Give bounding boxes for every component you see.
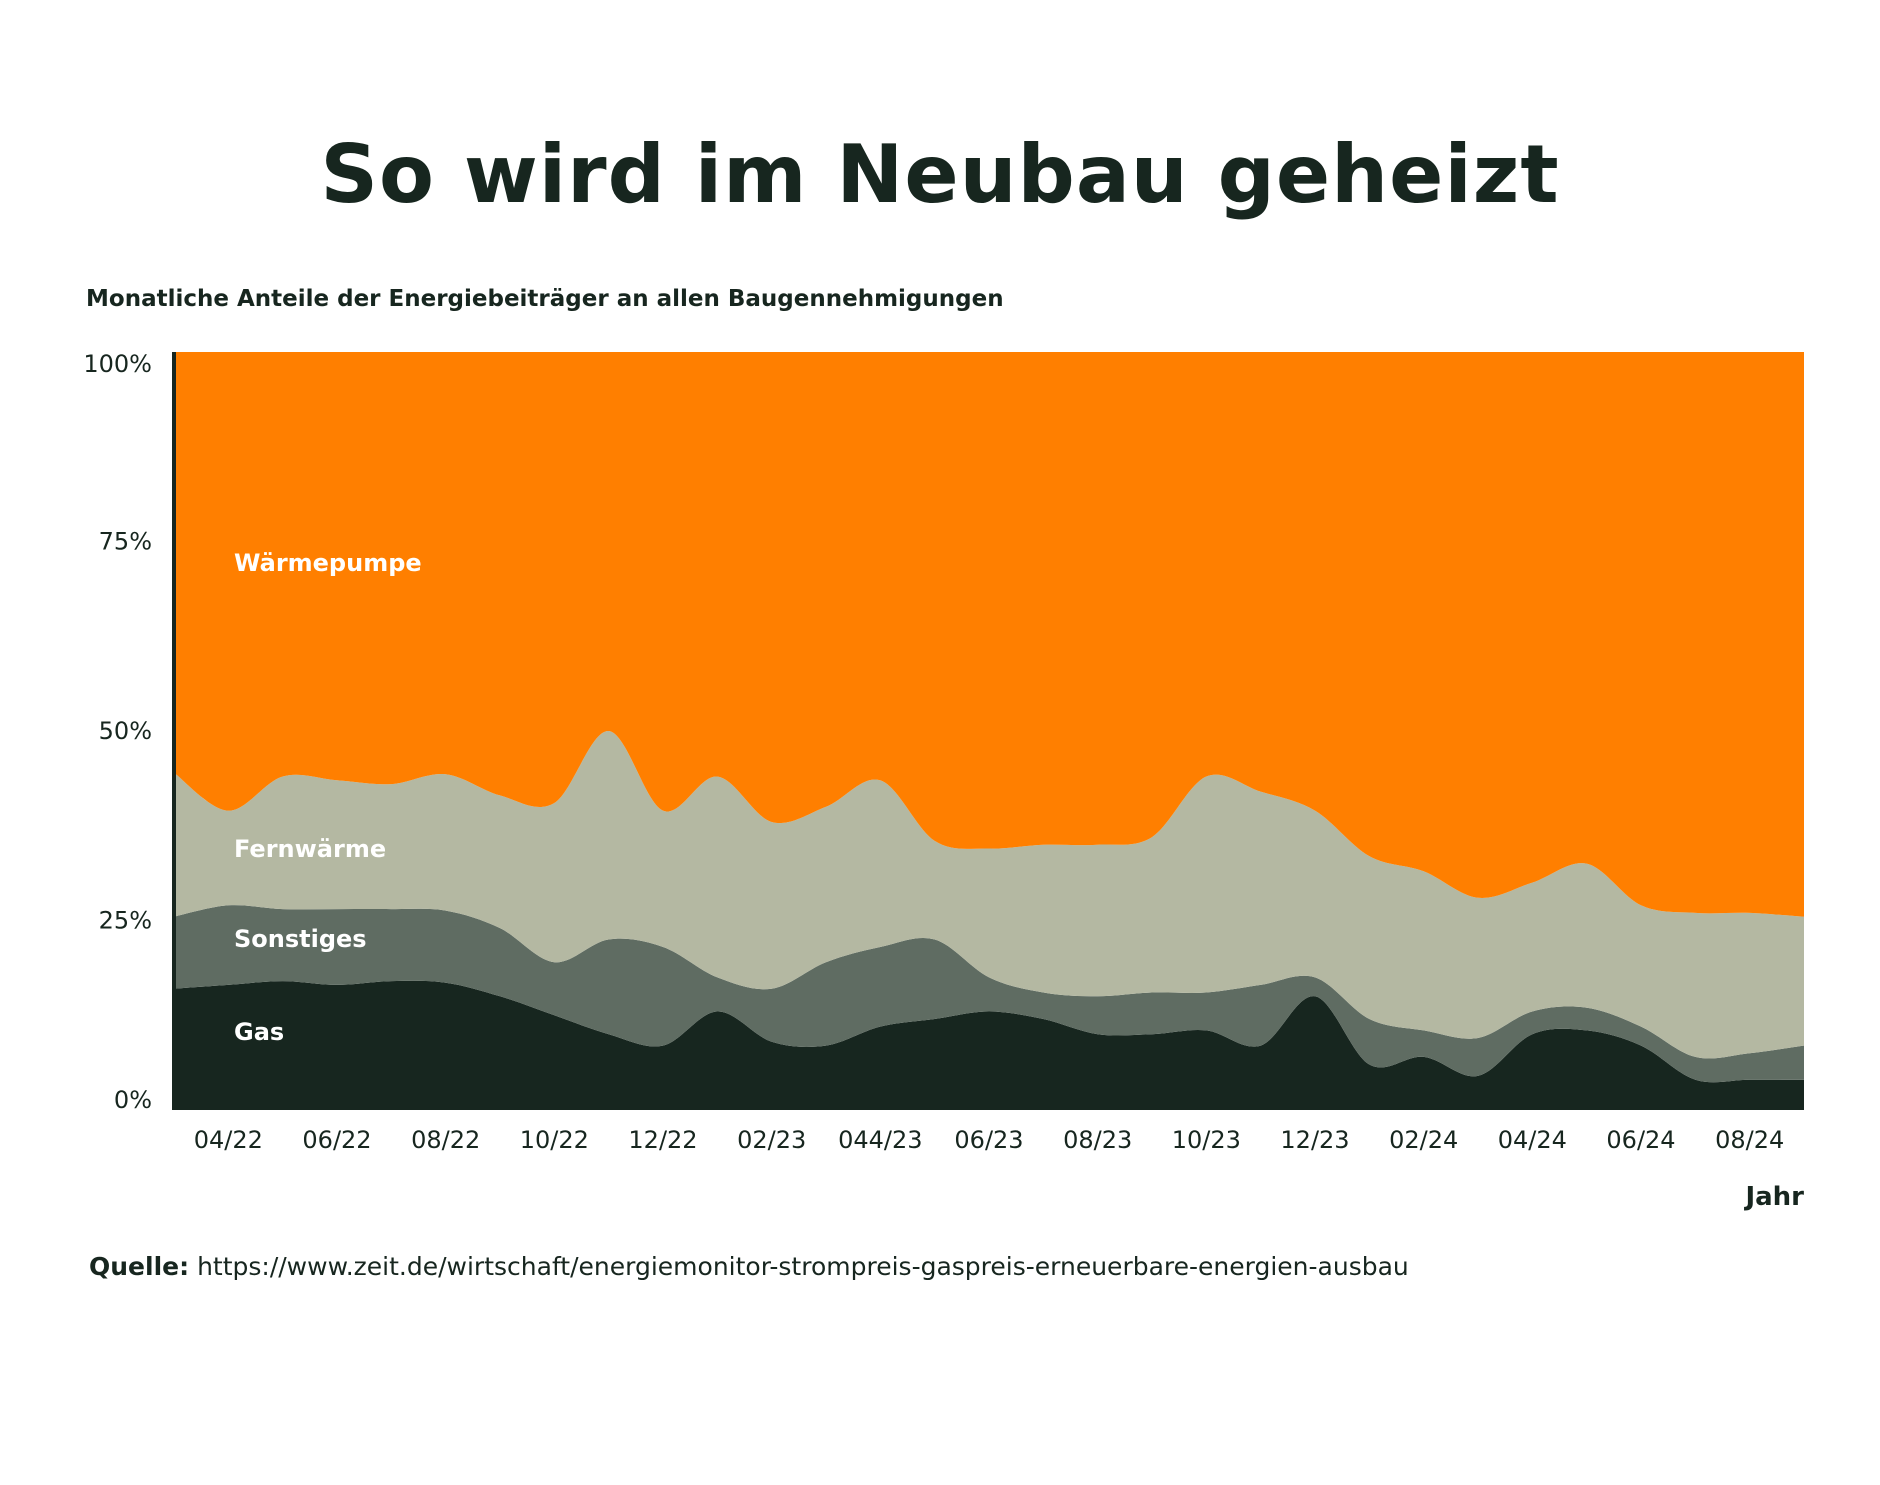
chart-subtitle: Monatliche Anteile der Energiebeiträger … — [86, 286, 1004, 312]
chart-title: So wird im Neubau geheizt — [320, 128, 1560, 221]
x-tick-label: 06/22 — [302, 1126, 371, 1154]
source-label: Quelle: — [89, 1252, 190, 1281]
area-fernw-rme — [174, 730, 1804, 1059]
x-tick-label: 04/22 — [194, 1126, 263, 1154]
x-tick-label: 08/24 — [1715, 1126, 1784, 1154]
y-tick-label: 100% — [83, 350, 152, 378]
source-url: https://www.zeit.de/wirtschaft/energiemo… — [197, 1252, 1409, 1281]
x-tick-label: 08/22 — [411, 1126, 480, 1154]
source-line: Quelle: https://www.zeit.de/wirtschaft/e… — [89, 1252, 1409, 1281]
area-layer — [174, 352, 1804, 1110]
y-tick-label: 0% — [114, 1086, 152, 1114]
series-label-fernw-rme: Fernwärme — [234, 835, 386, 863]
area-w-rmepumpe — [174, 352, 1804, 917]
y-tick-label: 50% — [99, 717, 152, 745]
x-tick-label: 12/22 — [628, 1126, 697, 1154]
x-axis-label: Jahr — [1743, 1182, 1804, 1212]
series-label-w-rmepumpe: Wärmepumpe — [234, 549, 422, 577]
x-tick-label: 06/24 — [1606, 1126, 1675, 1154]
y-tick-label: 25% — [99, 907, 152, 935]
x-axis-ticks: 04/22 06/22 08/22 10/22 12/22 02/23 044/23 06/2… — [194, 1126, 1785, 1154]
area-sonstiges — [174, 905, 1804, 1083]
x-tick-label: 10/22 — [520, 1126, 589, 1154]
x-tick-label: 02/24 — [1389, 1126, 1458, 1154]
area-gas — [174, 980, 1804, 1110]
series-labels: Wärmepumpe Fernwärme Sonstiges Gas — [234, 549, 422, 1046]
x-tick-label: 04/24 — [1498, 1126, 1567, 1154]
y-tick-label: 75% — [99, 528, 152, 556]
x-tick-label: 044/23 — [838, 1126, 922, 1154]
series-label-gas: Gas — [234, 1018, 284, 1046]
x-tick-label: 12/23 — [1280, 1126, 1349, 1154]
x-tick-label: 08/23 — [1063, 1126, 1132, 1154]
y-axis-ticks: 0% 25% 50% 75% 100% — [83, 350, 152, 1114]
x-tick-label: 06/23 — [954, 1126, 1023, 1154]
x-tick-label: 02/23 — [737, 1126, 806, 1154]
x-tick-label: 10/23 — [1172, 1126, 1241, 1154]
series-label-sonstiges: Sonstiges — [234, 925, 367, 953]
